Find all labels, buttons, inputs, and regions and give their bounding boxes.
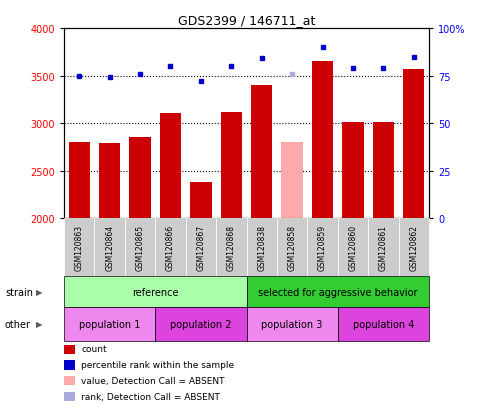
Text: percentile rank within the sample: percentile rank within the sample: [81, 360, 235, 369]
Bar: [221, 112, 242, 219]
Text: reference: reference: [132, 287, 178, 297]
Bar: [160, 114, 181, 219]
Bar: [99, 144, 120, 219]
Text: value, Detection Call = ABSENT: value, Detection Call = ABSENT: [81, 376, 225, 385]
Text: GSM120860: GSM120860: [349, 225, 357, 271]
Bar: [312, 62, 333, 219]
Text: population 4: population 4: [352, 319, 414, 329]
Bar: [190, 183, 211, 219]
Bar: [251, 86, 272, 219]
Bar: [373, 123, 394, 219]
Text: selected for aggressive behavior: selected for aggressive behavior: [258, 287, 418, 297]
Text: GDS2399 / 146711_at: GDS2399 / 146711_at: [178, 14, 315, 27]
Text: rank, Detection Call = ABSENT: rank, Detection Call = ABSENT: [81, 392, 220, 401]
Text: GSM120868: GSM120868: [227, 225, 236, 271]
Text: GSM120859: GSM120859: [318, 225, 327, 271]
Text: GSM120863: GSM120863: [75, 225, 84, 271]
Text: count: count: [81, 344, 107, 354]
Text: GSM120867: GSM120867: [196, 225, 206, 271]
Text: GSM120858: GSM120858: [287, 225, 297, 271]
Bar: [342, 123, 363, 219]
Text: population 3: population 3: [261, 319, 323, 329]
Text: GSM120862: GSM120862: [409, 225, 418, 271]
Text: other: other: [5, 319, 31, 329]
Text: GSM120861: GSM120861: [379, 225, 388, 271]
Text: GSM120838: GSM120838: [257, 225, 266, 271]
Text: GSM120864: GSM120864: [105, 225, 114, 271]
Bar: [282, 143, 303, 219]
Bar: [69, 143, 90, 219]
Text: ▶: ▶: [35, 320, 42, 329]
Text: GSM120866: GSM120866: [166, 225, 175, 271]
Text: population 1: population 1: [79, 319, 141, 329]
Bar: [403, 70, 424, 219]
Text: strain: strain: [5, 287, 33, 297]
Text: ▶: ▶: [35, 288, 42, 297]
Text: population 2: population 2: [170, 319, 232, 329]
Bar: [130, 137, 151, 219]
Text: GSM120865: GSM120865: [136, 225, 144, 271]
